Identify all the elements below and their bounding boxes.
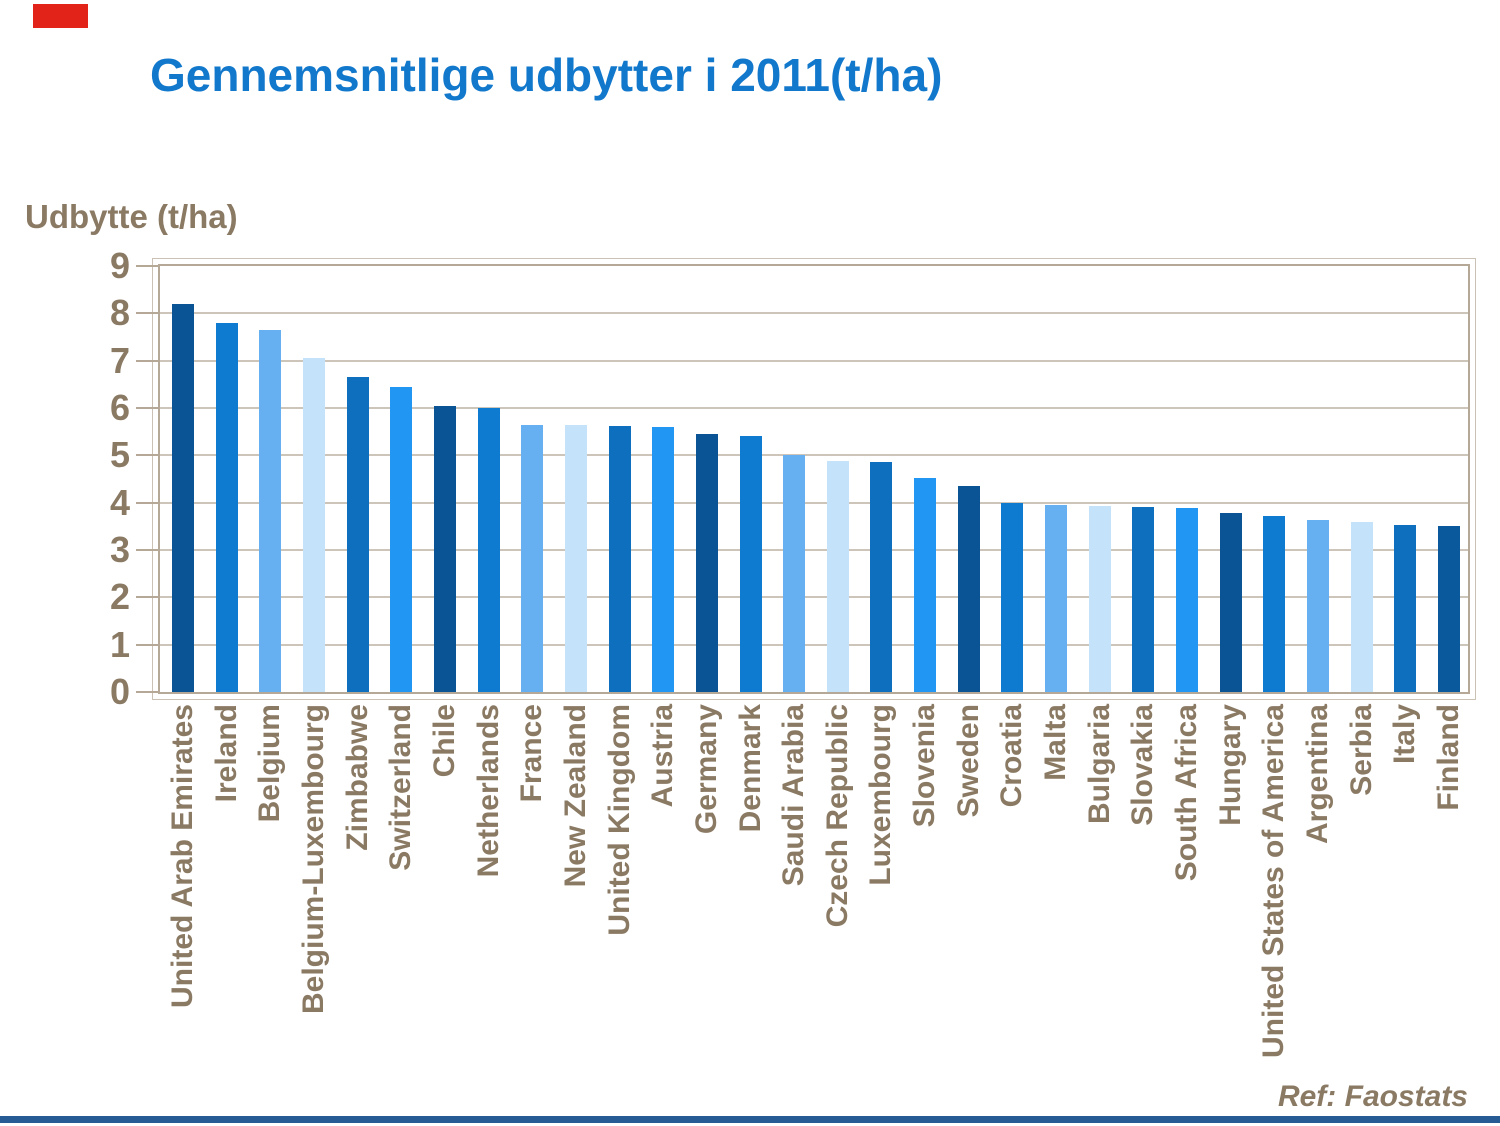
x-label-belgium-luxembourg: Belgium-Luxembourg (296, 704, 330, 1015)
bar-denmark (739, 436, 762, 692)
y-tick-label-0: 0 (109, 671, 130, 712)
x-label-finland: Finland (1432, 704, 1465, 811)
bar-belgium (259, 329, 282, 692)
x-label-new-zealand: New Zealand (558, 704, 592, 888)
y-tick-label-7: 7 (109, 339, 130, 381)
x-label-slovenia: Slovenia (908, 704, 942, 828)
y-tick-label-8: 8 (109, 292, 130, 334)
y-tick-mark-3 (136, 549, 158, 551)
y-tick-mark-4 (136, 501, 158, 504)
gridline-2 (160, 596, 1468, 599)
x-label-zimbabwe: Zimbabwe (340, 704, 374, 851)
y-tick-label-9: 9 (109, 245, 130, 286)
y-tick-label-6: 6 (109, 387, 130, 428)
bar-south-africa (1176, 508, 1199, 692)
bar-netherlands (477, 408, 500, 692)
x-label-saudi-arabia: Saudi Arabia (777, 704, 811, 887)
y-tick-mark-7 (136, 359, 158, 362)
y-tick-mark-5 (136, 454, 158, 457)
gridline-7 (160, 359, 1468, 362)
bar-italy (1394, 525, 1417, 692)
bar-serbia (1350, 521, 1373, 692)
y-tick-mark-0 (136, 691, 158, 693)
bar-belgium-luxembourg (302, 358, 325, 692)
y-tick-label-4: 4 (109, 481, 130, 523)
x-label-united-kingdom: United Kingdom (602, 704, 636, 936)
gridline-8 (160, 312, 1468, 315)
bar-finland (1438, 526, 1460, 692)
x-label-ireland: Ireland (209, 704, 243, 803)
x-label-hungary: Hungary (1213, 704, 1247, 826)
gridline-6 (160, 407, 1468, 409)
gridline-1 (160, 643, 1468, 646)
footer-bar (0, 1116, 1500, 1123)
x-label-belgium: Belgium (253, 704, 287, 823)
x-label-chile: Chile (427, 704, 461, 778)
bar-argentina (1307, 520, 1330, 692)
bar-zimbabwe (346, 377, 369, 692)
bar-ireland (215, 322, 238, 692)
bar-bulgaria (1088, 505, 1111, 692)
bar-sweden (957, 486, 980, 692)
bar-united-kingdom (608, 425, 631, 692)
x-label-united-states-of-america: United States of America (1257, 704, 1291, 1058)
x-label-sweden: Sweden (951, 704, 985, 818)
x-label-united-arab-emirates: United Arab Emirates (166, 704, 199, 1008)
source-reference: Ref: Faostats (1277, 1080, 1468, 1113)
y-tick-label-1: 1 (109, 623, 130, 665)
bar-switzerland (390, 386, 413, 692)
y-tick-label-3: 3 (109, 529, 130, 570)
x-label-argentina: Argentina (1301, 704, 1335, 845)
x-label-luxembourg: Luxembourg (864, 704, 898, 886)
y-tick-mark-2 (136, 596, 158, 599)
x-label-slovakia: Slovakia (1126, 704, 1160, 826)
y-tick-mark-8 (136, 312, 158, 315)
bar-austria (652, 426, 675, 692)
x-label-austria: Austria (646, 704, 680, 808)
x-label-netherlands: Netherlands (471, 704, 505, 878)
chart-title: Gennemsnitlige udbytter i 2011(t/ha) (150, 49, 943, 101)
bar-united-states-of-america (1263, 515, 1286, 692)
x-label-south-africa: South Africa (1170, 704, 1204, 882)
x-label-bulgaria: Bulgaria (1082, 704, 1116, 825)
plot-area (152, 258, 1476, 700)
bar-saudi-arabia (783, 455, 806, 692)
gridline-5 (160, 454, 1468, 457)
y-axis-title: Udbytte (t/ha) (25, 198, 238, 235)
x-label-croatia: Croatia (995, 704, 1029, 808)
x-label-denmark: Denmark (733, 704, 767, 833)
y-tick-mark-9 (136, 265, 158, 267)
y-tick-label-2: 2 (109, 576, 130, 618)
x-label-czech-republic: Czech Republic (820, 704, 854, 928)
bar-chile (433, 405, 456, 692)
gridline-4 (160, 501, 1468, 504)
x-label-malta: Malta (1039, 704, 1073, 781)
bar-france (521, 424, 544, 692)
y-tick-label-5: 5 (109, 434, 130, 476)
bar-malta (1045, 505, 1068, 692)
bar-united-arab-emirates (172, 303, 194, 692)
bar-croatia (1001, 502, 1024, 692)
red-accent-block (33, 4, 88, 28)
y-tick-mark-6 (136, 407, 158, 409)
x-label-italy: Italy (1388, 704, 1422, 765)
gridline-3 (160, 549, 1468, 551)
bar-slovakia (1132, 507, 1155, 692)
x-label-germany: Germany (689, 704, 723, 835)
bar-hungary (1219, 513, 1242, 692)
x-label-france: France (515, 704, 549, 803)
y-tick-mark-1 (136, 643, 158, 646)
bar-new-zealand (564, 424, 587, 692)
bar-czech-republic (826, 461, 849, 692)
x-label-serbia: Serbia (1344, 704, 1378, 796)
bar-luxembourg (870, 462, 893, 692)
x-label-switzerland: Switzerland (384, 704, 418, 871)
bar-germany (695, 434, 718, 692)
bar-slovenia (914, 478, 937, 692)
